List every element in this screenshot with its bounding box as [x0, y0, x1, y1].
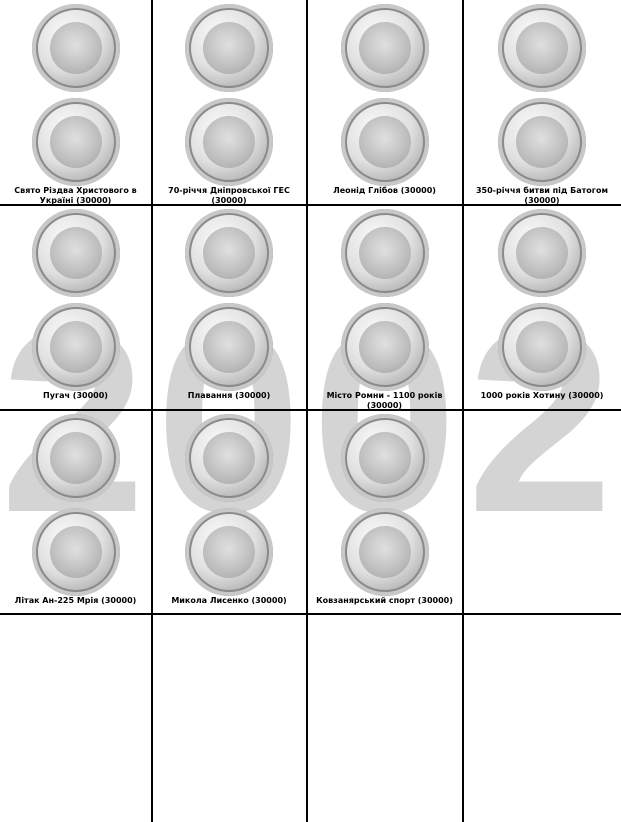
caption: Місто Ромни - 1100 років (30000)	[326, 391, 443, 410]
caption: 70-річчя Дніпровської ГЕС (30000)	[168, 186, 290, 205]
coin	[498, 4, 586, 92]
coin	[185, 414, 273, 502]
grid-line	[0, 613, 621, 615]
coin-relief	[358, 227, 411, 279]
coin	[340, 209, 429, 297]
coin-relief	[49, 116, 102, 168]
coin	[340, 4, 429, 92]
coin-relief	[358, 116, 411, 168]
coin-relief	[516, 116, 568, 168]
coin	[185, 98, 273, 186]
caption: Пугач (30000)	[43, 391, 108, 400]
coin-relief	[358, 321, 411, 373]
coin	[31, 4, 120, 92]
grid-line	[306, 0, 308, 822]
coin	[498, 303, 586, 391]
caption: Ковзанярський спорт (30000)	[316, 596, 453, 605]
caption: Леонід Глібов (30000)	[333, 186, 436, 195]
coin	[31, 414, 120, 502]
coin	[340, 303, 429, 391]
coin	[340, 508, 429, 596]
coin-relief	[49, 526, 102, 578]
coin	[185, 303, 273, 391]
coin-relief	[49, 432, 102, 484]
coin-relief	[203, 227, 255, 279]
grid-line	[151, 0, 153, 822]
caption: Микола Лисенко (30000)	[171, 596, 287, 605]
coin	[31, 303, 120, 391]
caption: Літак Ан-225 Мрія (30000)	[14, 596, 137, 605]
coin	[185, 209, 273, 297]
coin-relief	[49, 227, 102, 279]
coin-relief	[203, 526, 255, 578]
coin	[31, 98, 120, 186]
coin-relief	[203, 432, 255, 484]
coin-relief	[203, 321, 255, 373]
coin	[31, 209, 120, 297]
coin-relief	[358, 432, 411, 484]
coin-relief	[49, 321, 102, 373]
coin	[31, 508, 120, 596]
coin-relief	[49, 22, 102, 74]
coin	[185, 4, 273, 92]
caption: Свято Різдва Христового в Україні (30000…	[14, 186, 137, 205]
coin-relief	[203, 116, 255, 168]
coin-relief	[358, 22, 411, 74]
coin	[498, 98, 586, 186]
coin	[340, 414, 429, 502]
coin-relief	[516, 22, 568, 74]
grid-line	[0, 409, 621, 411]
caption: 350-річчя битви під Батогом (30000)	[475, 186, 609, 205]
coin-relief	[516, 227, 568, 279]
coin	[498, 209, 586, 297]
coin	[185, 508, 273, 596]
caption: 1000 років Хотину (30000)	[480, 391, 604, 400]
coin-relief	[358, 526, 411, 578]
coin-relief	[516, 321, 568, 373]
caption: Плавання (30000)	[187, 391, 271, 400]
coin	[340, 98, 429, 186]
coin-relief	[203, 22, 255, 74]
grid-line	[462, 0, 464, 822]
grid-line	[0, 204, 621, 206]
